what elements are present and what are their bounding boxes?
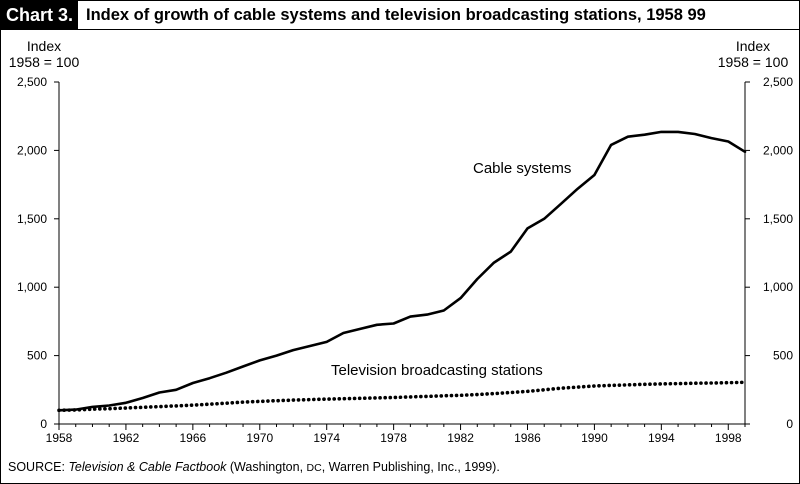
x-tick-label: 1974: [313, 431, 340, 445]
x-tick-label: 1982: [447, 431, 474, 445]
x-tick-label: 1998: [715, 431, 742, 445]
chart-title: Index of growth of cable systems and tel…: [86, 6, 706, 24]
x-tick-label: 1986: [514, 431, 541, 445]
left-axis-label-line2: 1958 = 100: [9, 54, 80, 70]
y-tick-label-left: 2,500: [17, 75, 47, 89]
y-tick-label-right: 0: [786, 417, 793, 431]
x-tick-label: 1994: [648, 431, 675, 445]
source-rest-1: (Washington,: [226, 460, 307, 474]
source-note: SOURCE: Television & Cable Factbook (Was…: [8, 460, 500, 474]
cable-systems-line: [57, 130, 747, 412]
source-title: Television & Cable Factbook: [68, 460, 227, 474]
y-tick-label-right: 500: [773, 349, 793, 363]
x-tick-label: 1966: [180, 431, 207, 445]
right-axis-label-line1: Index: [736, 38, 770, 54]
x-tick-label: 1958: [46, 431, 73, 445]
x-tick-label: 1962: [113, 431, 140, 445]
source-dc: DC: [306, 462, 322, 474]
y-tick-label-left: 2,000: [17, 143, 47, 157]
x-tick-label: 1970: [246, 431, 273, 445]
tv-stations-annotation: Television broadcasting stations: [331, 362, 543, 379]
left-axis-label-line1: Index: [27, 38, 61, 54]
y-tick-label-right: 1,000: [763, 280, 793, 294]
cable-systems-annotation: Cable systems: [473, 160, 571, 177]
y-tick-label-right: 1,500: [763, 212, 793, 226]
y-tick-label-left: 0: [40, 417, 47, 431]
x-tick-label: 1990: [581, 431, 608, 445]
source-rest-2: , Warren Publishing, Inc., 1999).: [321, 460, 500, 474]
right-axis-label-line2: 1958 = 100: [718, 54, 789, 70]
y-tick-label-left: 500: [27, 349, 47, 363]
y-tick-label-right: 2,000: [763, 143, 793, 157]
source-prefix: SOURCE:: [8, 460, 69, 474]
chart-number-label: Chart 3.: [0, 0, 78, 30]
plot-area: 0 0 500 500 1,000 1,000 1,500 1,500 2,000 2,000 2,…: [17, 75, 793, 445]
y-tick-label-left: 1,500: [17, 212, 47, 226]
y-tick-label-right: 2,500: [763, 75, 793, 89]
y-tick-label-left: 1,000: [17, 280, 47, 294]
x-tick-label: 1978: [380, 431, 407, 445]
chart-header: Chart 3. Index of growth of cable system…: [0, 0, 800, 30]
header-divider: [0, 29, 800, 30]
tv-stations-line: [57, 380, 747, 413]
